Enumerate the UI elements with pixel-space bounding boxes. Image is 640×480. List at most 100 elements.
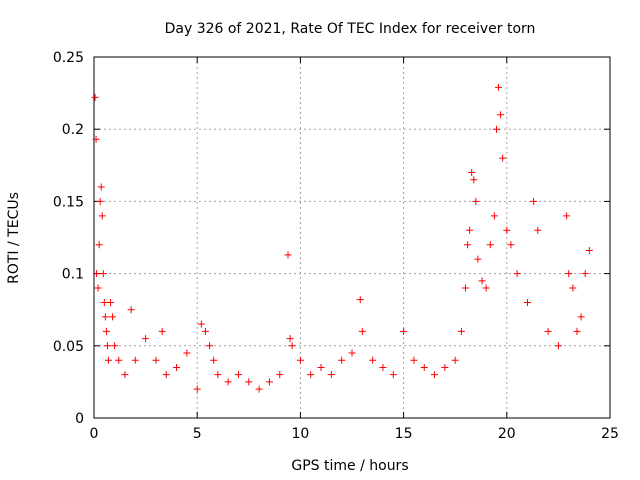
data-point [490, 212, 498, 220]
x-axis-title: GPS time / hours [291, 458, 408, 474]
data-point [585, 246, 593, 254]
data-point [464, 241, 472, 249]
data-point [503, 226, 511, 234]
y-tick-label: 0 [75, 411, 84, 427]
data-point [573, 327, 581, 335]
data-point [98, 212, 106, 220]
data-point [563, 212, 571, 220]
x-tick-label: 0 [90, 426, 99, 442]
data-point [296, 356, 304, 364]
y-tick-label: 0.15 [53, 194, 84, 210]
x-tick-label: 15 [395, 426, 413, 442]
data-point [348, 349, 356, 357]
data-points [91, 83, 593, 393]
data-point [173, 363, 181, 371]
data-point [327, 371, 335, 379]
data-point [152, 356, 160, 364]
plot-frame [93, 56, 611, 419]
data-point [472, 197, 480, 205]
data-point [307, 371, 315, 379]
data-point [513, 270, 521, 278]
data-point [338, 356, 346, 364]
data-point [115, 356, 123, 364]
data-point [462, 284, 470, 292]
data-point [317, 363, 325, 371]
data-point [131, 356, 139, 364]
chart-title: Day 326 of 2021, Rate Of TEC Index for r… [165, 21, 536, 37]
data-point [183, 349, 191, 357]
data-point [457, 327, 465, 335]
data-point [201, 327, 209, 335]
data-point [530, 197, 538, 205]
data-point [94, 284, 102, 292]
y-tick-label: 0.1 [62, 267, 84, 283]
y-tick-label: 0.25 [53, 50, 84, 66]
data-point [474, 255, 482, 263]
data-point [451, 356, 459, 364]
data-point [389, 371, 397, 379]
data-point [92, 270, 100, 278]
data-point [104, 356, 112, 364]
data-point [288, 342, 296, 350]
data-point [210, 356, 218, 364]
data-point [284, 251, 292, 259]
data-point [97, 183, 105, 191]
data-point [101, 313, 109, 321]
data-point [495, 83, 503, 91]
data-point [197, 320, 205, 328]
y-tick-label: 0.05 [53, 339, 84, 355]
data-point [214, 371, 222, 379]
data-point [358, 327, 366, 335]
data-point [492, 125, 500, 133]
data-point [497, 111, 505, 119]
y-axis-title: ROTI / TECUs [6, 192, 22, 284]
data-point [544, 327, 552, 335]
x-tick-label: 20 [498, 426, 516, 442]
data-point [569, 284, 577, 292]
data-point [99, 270, 107, 278]
data-point [577, 313, 585, 321]
data-point [468, 169, 476, 177]
x-tick-label: 5 [193, 426, 202, 442]
data-point [523, 298, 531, 306]
data-point [369, 356, 377, 364]
data-point [142, 335, 150, 343]
grid-lines [94, 57, 610, 418]
data-point [431, 371, 439, 379]
data-point [565, 270, 573, 278]
data-point [224, 378, 232, 386]
data-point [554, 342, 562, 350]
x-tick-label: 10 [291, 426, 309, 442]
data-point [420, 363, 428, 371]
data-point [100, 298, 108, 306]
data-point [102, 327, 110, 335]
data-point [92, 135, 100, 143]
data-point [486, 241, 494, 249]
data-point [193, 385, 201, 393]
data-point [499, 154, 507, 162]
data-point [466, 226, 474, 234]
data-point [478, 277, 486, 285]
data-point [534, 226, 542, 234]
data-point [162, 371, 170, 379]
data-point [95, 241, 103, 249]
data-point [265, 378, 273, 386]
data-point [96, 197, 104, 205]
data-point [400, 327, 408, 335]
data-point [91, 93, 99, 101]
data-point [111, 342, 119, 350]
data-point [441, 363, 449, 371]
x-tick-label: 25 [601, 426, 619, 442]
data-point [581, 270, 589, 278]
data-point [121, 371, 129, 379]
data-point [127, 306, 135, 314]
y-tick-label: 0.2 [62, 122, 84, 138]
data-point [158, 327, 166, 335]
data-point [245, 378, 253, 386]
data-point [470, 176, 478, 184]
data-point [410, 356, 418, 364]
data-point [255, 385, 263, 393]
data-point [286, 335, 294, 343]
data-point [103, 342, 111, 350]
